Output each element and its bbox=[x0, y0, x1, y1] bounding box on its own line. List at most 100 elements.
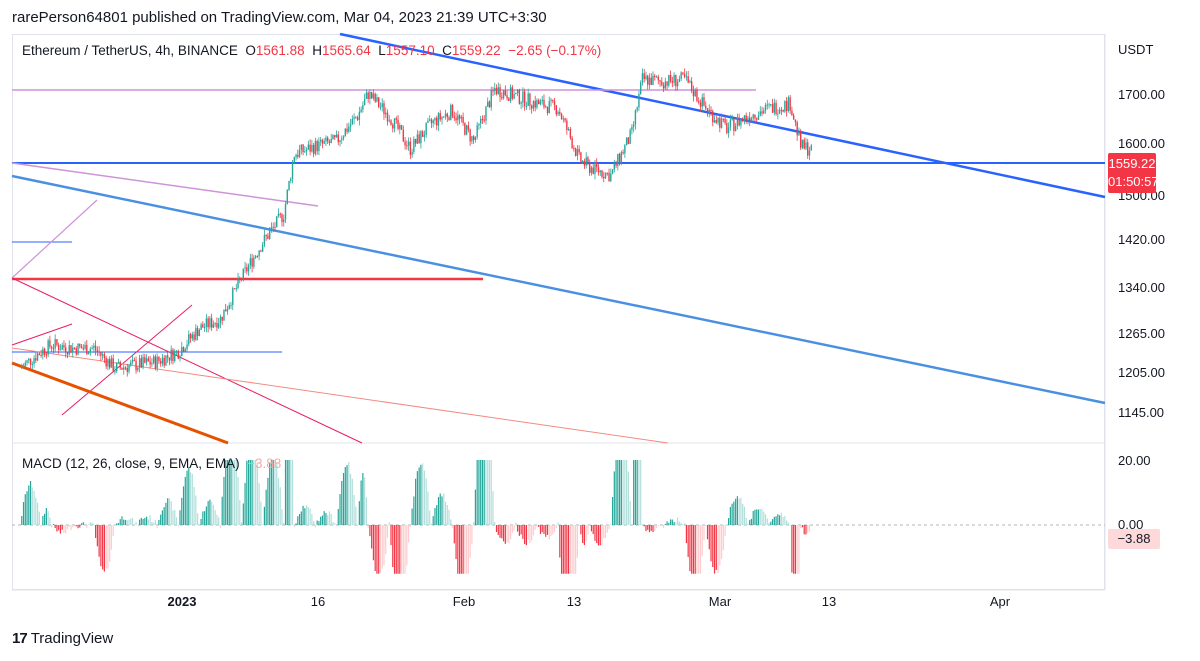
macd-bar bbox=[606, 525, 608, 533]
macd-bar bbox=[425, 478, 427, 525]
candle-body bbox=[119, 361, 121, 368]
macd-bar bbox=[154, 519, 156, 525]
macd-bar bbox=[218, 517, 220, 525]
candle-body bbox=[810, 145, 812, 151]
candle-body bbox=[276, 216, 278, 228]
macd-bar bbox=[430, 523, 433, 525]
macd-bar bbox=[513, 525, 515, 531]
candle-body bbox=[374, 93, 376, 102]
macd-bar bbox=[749, 519, 751, 525]
candle-body bbox=[70, 345, 72, 353]
candle-body bbox=[504, 90, 506, 96]
candle-body bbox=[235, 288, 237, 290]
candle-body bbox=[530, 105, 533, 109]
macd-bar bbox=[52, 524, 55, 525]
price-tick: 1600.00 bbox=[1118, 136, 1165, 151]
macd-bar bbox=[290, 460, 292, 525]
macd-bar bbox=[291, 460, 294, 525]
candle-body bbox=[332, 135, 334, 140]
candle-body bbox=[701, 97, 703, 107]
macd-bar bbox=[444, 501, 447, 525]
macd-bar bbox=[473, 522, 475, 525]
candle-body bbox=[567, 129, 570, 131]
candle-body bbox=[318, 141, 320, 152]
candle-body bbox=[789, 97, 791, 111]
macd-bar bbox=[179, 510, 181, 525]
candle-body bbox=[722, 118, 725, 120]
candle-body bbox=[511, 87, 514, 99]
candle-body bbox=[675, 75, 677, 87]
macd-bar bbox=[541, 525, 543, 533]
candle-body bbox=[79, 343, 81, 347]
macd-bar bbox=[455, 525, 457, 560]
candle-body bbox=[629, 130, 631, 144]
footer-brand[interactable]: 17 TradingView bbox=[12, 630, 113, 647]
close-value: 1559.22 bbox=[451, 43, 501, 58]
macd-bar bbox=[680, 522, 682, 525]
macd-bar bbox=[777, 514, 779, 525]
candle-body bbox=[251, 258, 253, 267]
candle-body bbox=[532, 101, 535, 109]
macd-bar bbox=[422, 463, 424, 525]
macd-bar bbox=[175, 517, 178, 525]
macd-bar bbox=[640, 460, 642, 525]
macd-bar bbox=[376, 525, 378, 574]
macd-bar bbox=[156, 525, 158, 528]
candle-body bbox=[527, 93, 529, 107]
price-tick: 1420.00 bbox=[1118, 232, 1165, 247]
macd-bar bbox=[283, 523, 285, 525]
candle-body bbox=[82, 348, 84, 350]
symbol-legend[interactable]: Ethereum / TetherUS, 4h, BINANCE O1561.8… bbox=[22, 43, 601, 58]
macd-bar bbox=[68, 525, 70, 527]
macd-bar bbox=[478, 460, 480, 525]
macd-bar bbox=[685, 525, 688, 544]
macd-bar bbox=[84, 525, 86, 526]
open-label: O bbox=[245, 43, 256, 58]
candle-body bbox=[655, 76, 658, 78]
macd-bar bbox=[420, 464, 422, 525]
candle-body bbox=[356, 117, 359, 120]
candle-body bbox=[770, 104, 772, 106]
macd-bar bbox=[620, 460, 622, 525]
macd-bar bbox=[355, 506, 357, 525]
macd-bar bbox=[604, 525, 607, 538]
candle-body bbox=[31, 363, 34, 365]
macd-bar bbox=[589, 525, 591, 526]
candle-body bbox=[553, 100, 556, 106]
macd-bar bbox=[404, 525, 406, 574]
candle-body bbox=[228, 305, 230, 309]
macd-bar bbox=[699, 525, 702, 574]
macd-bar bbox=[295, 523, 297, 525]
macd-bar bbox=[346, 465, 348, 525]
macd-legend[interactable]: MACD (12, 26, close, 9, EMA, EMA) −3.88 bbox=[22, 456, 281, 471]
macd-bar bbox=[708, 525, 710, 550]
macd-bar bbox=[80, 523, 83, 525]
candle-body bbox=[138, 358, 141, 368]
macd-bar bbox=[249, 460, 251, 525]
macd-bar bbox=[796, 525, 798, 574]
candle-body bbox=[390, 120, 392, 125]
candle-body bbox=[323, 141, 325, 144]
candle-body bbox=[172, 349, 174, 361]
macd-bar bbox=[70, 525, 72, 531]
candle-body bbox=[196, 328, 199, 337]
macd-bar bbox=[515, 522, 517, 525]
macd-bar bbox=[228, 460, 230, 525]
macd-bar bbox=[379, 525, 382, 573]
candle-body bbox=[699, 102, 702, 107]
candle-body bbox=[596, 162, 598, 168]
candle-body bbox=[560, 113, 563, 120]
macd-bar bbox=[386, 525, 389, 538]
candle-body bbox=[432, 120, 434, 124]
macd-bar bbox=[763, 511, 765, 525]
macd-bar bbox=[311, 513, 313, 525]
macd-bar bbox=[184, 476, 186, 525]
candle-body bbox=[226, 308, 229, 312]
macd-bar bbox=[720, 525, 723, 559]
candle-body bbox=[618, 153, 621, 163]
candle-body bbox=[96, 350, 99, 352]
macd-bar bbox=[61, 525, 63, 530]
candle-body bbox=[743, 115, 746, 121]
candle-body bbox=[555, 105, 557, 115]
